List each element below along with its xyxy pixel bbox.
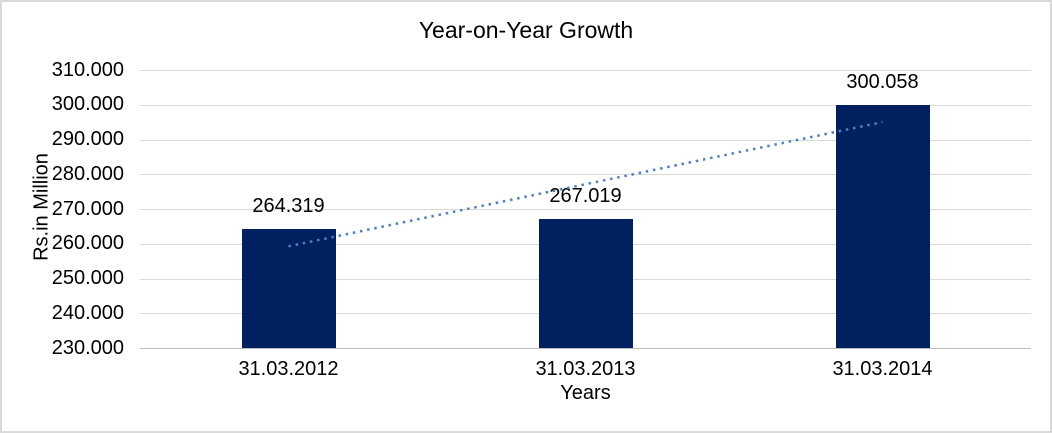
- y-axis-tick-label: 290.000: [51, 128, 124, 150]
- gridline: [140, 104, 1031, 106]
- bar: [538, 219, 633, 348]
- chart-title: Year-on-Year Growth: [418, 17, 634, 43]
- bar: [835, 104, 930, 348]
- x-axis-tick-label: 31.03.2012: [238, 358, 339, 380]
- y-axis-tick-label: 260.000: [51, 232, 124, 255]
- bar-value-label: 267.019: [549, 185, 622, 208]
- plot-area: 264.319 267.019 300.058: [140, 70, 1031, 349]
- bar-value-label: 264.319: [252, 194, 325, 217]
- y-axis-tick-label: 250.000: [51, 267, 124, 289]
- gridline: [140, 70, 1031, 71]
- y-axis-tick-label: 240.000: [51, 301, 124, 324]
- x-axis-line: [140, 348, 1031, 349]
- y-axis-tick-label: 310.000: [51, 58, 124, 81]
- x-axis-tick-label: 31.03.2014: [832, 358, 933, 380]
- y-axis-tick-label: 270.000: [51, 197, 124, 220]
- bar-value-label: 300.058: [846, 70, 919, 93]
- x-axis-tick-label: 31.03.2013: [535, 358, 636, 380]
- y-axis-tick-label: 230.000: [51, 336, 124, 359]
- bar: [241, 228, 336, 348]
- x-axis-title: Years: [560, 382, 611, 404]
- y-axis-tick-label: 300.000: [51, 93, 124, 116]
- y-axis-tick-label: 280.000: [51, 162, 124, 185]
